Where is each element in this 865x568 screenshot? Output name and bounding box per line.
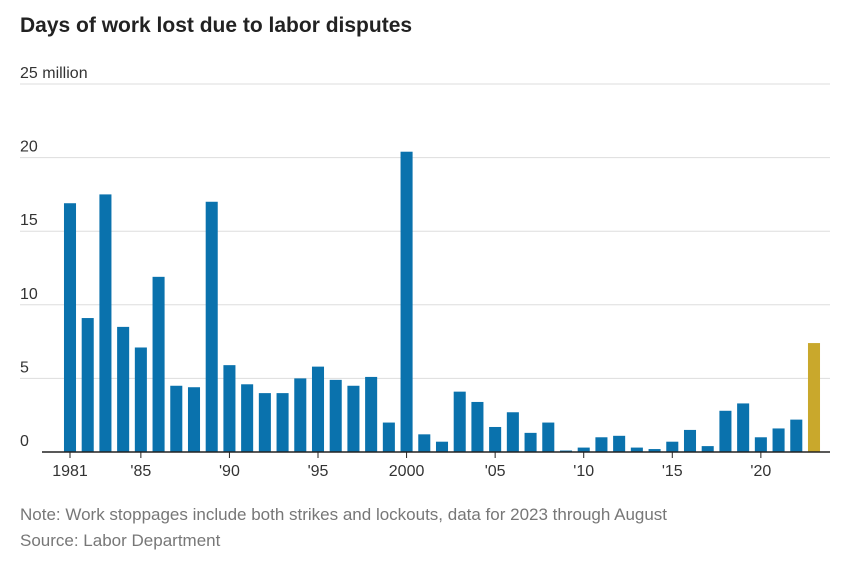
- y-tick-label: 5: [20, 359, 29, 376]
- bar-2013: [630, 447, 643, 452]
- bar-2001: [418, 434, 431, 452]
- bar-1987: [170, 385, 183, 452]
- bar-1981: [63, 203, 77, 452]
- bar-2017: [701, 446, 714, 452]
- bar-2015: [666, 441, 679, 452]
- bar-2022: [790, 419, 803, 452]
- chart-title: Days of work lost due to labor disputes: [20, 14, 413, 37]
- bar-1984: [117, 326, 130, 452]
- bar-1995: [311, 366, 325, 452]
- bar-1989: [205, 201, 218, 452]
- bar-2023: [807, 343, 821, 452]
- x-tick-label: '95: [308, 463, 329, 480]
- bar-2019: [737, 403, 750, 452]
- bar-1985: [134, 347, 147, 452]
- bar-2014: [648, 449, 661, 452]
- bar-1983: [99, 194, 112, 452]
- bar-1991: [241, 384, 254, 452]
- bar-2020: [754, 437, 767, 452]
- bar-1997: [347, 385, 360, 452]
- bar-1982: [81, 318, 94, 452]
- y-tick-label: 0: [20, 433, 29, 450]
- x-tick-label: '05: [485, 463, 506, 480]
- bar-2008: [542, 422, 555, 452]
- y-tick-label: 25 million: [20, 65, 88, 82]
- bar-2006: [506, 412, 519, 452]
- x-tick-labels: 1981 '85 '90 '95 2000 '05 '10 '15 '20: [52, 452, 771, 480]
- y-tick-label: 15: [20, 212, 38, 229]
- y-tick-label: 20: [20, 139, 38, 156]
- bar-2021: [772, 428, 785, 452]
- y-tick-label: 10: [20, 286, 38, 303]
- x-tick-label: '15: [662, 463, 683, 480]
- bar-2004: [471, 401, 484, 452]
- bar-1996: [329, 379, 342, 452]
- x-tick-label: 1981: [52, 463, 88, 480]
- bar-2007: [524, 432, 537, 452]
- chart-note: Note: Work stoppages include both strike…: [20, 505, 668, 524]
- bar-1994: [294, 378, 307, 452]
- bar-1999: [382, 422, 395, 452]
- bar-2012: [613, 435, 626, 452]
- bar-2010: [577, 447, 590, 452]
- x-tick-label: 2000: [389, 463, 425, 480]
- bar-2000: [400, 151, 413, 452]
- gridlines: [20, 83, 830, 379]
- bars: [63, 151, 821, 452]
- bar-2003: [453, 391, 466, 452]
- bar-2011: [595, 437, 608, 452]
- bar-2002: [435, 441, 449, 452]
- x-tick-label: '90: [219, 463, 240, 480]
- bar-1993: [276, 393, 289, 452]
- bar-2016: [683, 429, 697, 452]
- x-tick-label: '85: [130, 463, 151, 480]
- bar-1992: [258, 393, 271, 452]
- x-tick-label: '20: [750, 463, 771, 480]
- bar-2018: [719, 410, 732, 452]
- bar-2005: [489, 426, 502, 452]
- y-tick-labels: 0 5 10 15 20 25 million: [20, 65, 88, 450]
- x-tick-label: '10: [573, 463, 594, 480]
- bar-chart: 0 5 10 15 20 25 million 1981 '85 '90 '95 2000 '05 '…: [20, 65, 830, 480]
- bar-1990: [223, 365, 236, 452]
- bar-1998: [365, 376, 378, 452]
- bar-1986: [152, 276, 165, 452]
- chart-source: Source: Labor Department: [20, 531, 221, 550]
- bar-1988: [187, 387, 201, 452]
